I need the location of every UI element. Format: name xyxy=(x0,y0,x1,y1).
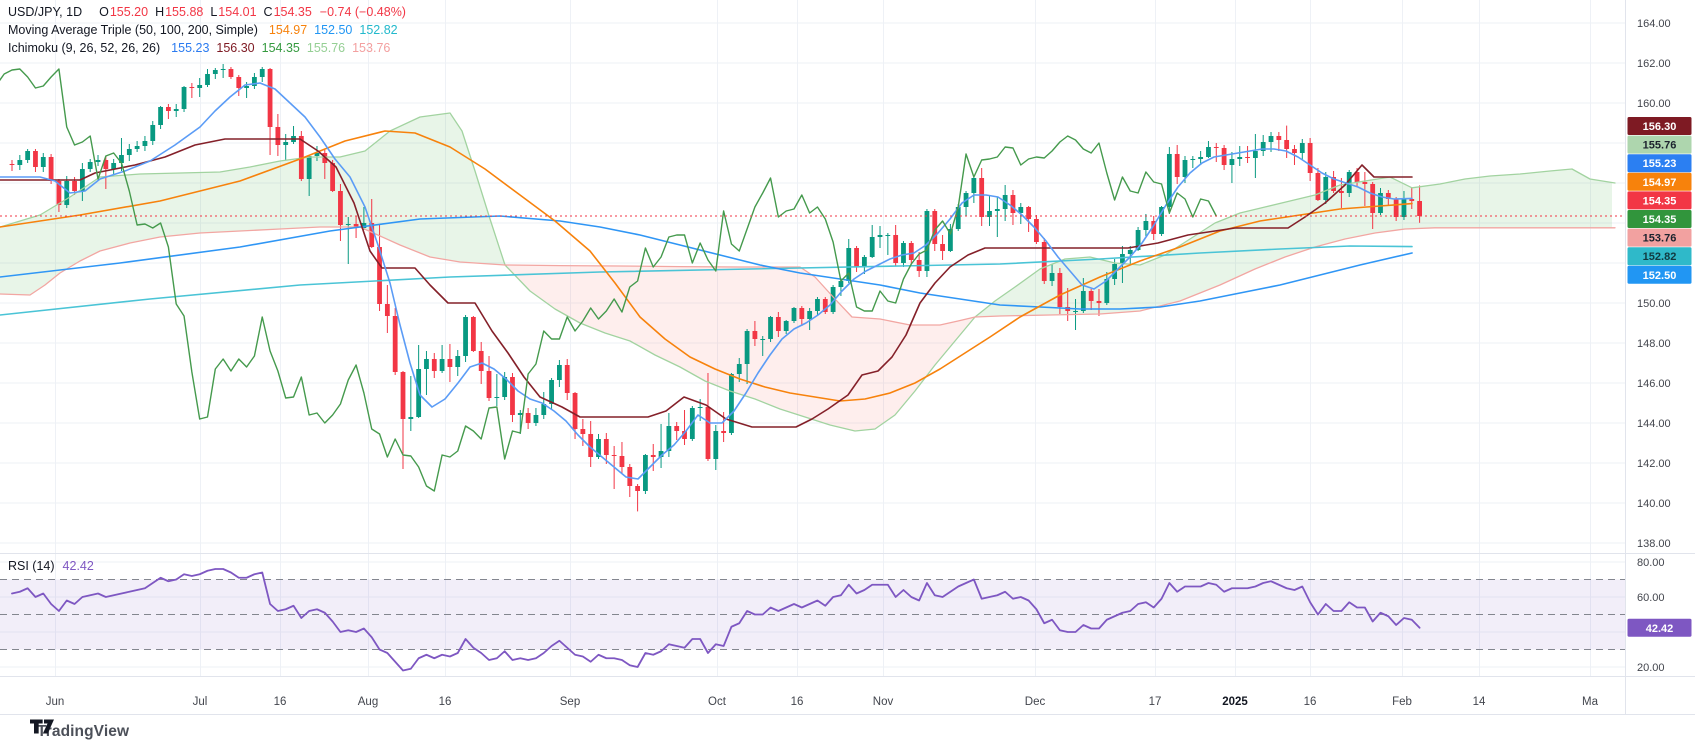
rsi-tick-label: 80.00 xyxy=(1637,557,1665,569)
ichimoku-label[interactable]: Ichimoku (9, 26, 52, 26, 26) xyxy=(8,41,161,55)
high-label: H xyxy=(155,5,165,19)
rsi-line xyxy=(11,568,1421,672)
price-tick-label: 144.00 xyxy=(1637,418,1671,430)
price-tick-label: 148.00 xyxy=(1637,338,1671,350)
price-badge-text: 155.76 xyxy=(1643,140,1677,152)
rsi-badge-text: 42.42 xyxy=(1646,623,1674,635)
rsi-value: 42.42 xyxy=(62,559,94,573)
ichimoku-lagging-value: 154.35 xyxy=(261,41,300,55)
price-badge-text: 156.30 xyxy=(1643,121,1677,133)
price-tick-label: 140.00 xyxy=(1637,498,1671,510)
price-badge-sma-200: 152.82 xyxy=(1627,247,1692,266)
sma200-value: 152.82 xyxy=(359,23,398,37)
price-tick-label: 146.00 xyxy=(1637,378,1671,390)
price-badge-text: 152.50 xyxy=(1643,270,1677,282)
sma100-value: 152.50 xyxy=(314,23,353,37)
symbol-title[interactable]: USD/JPY, 1D xyxy=(8,5,83,19)
price-badge-sma-100: 152.50 xyxy=(1627,265,1692,284)
price-tick-label: 142.00 xyxy=(1637,458,1671,470)
price-tick-label: 160.00 xyxy=(1637,98,1671,110)
time-tick-label: 2025 xyxy=(1222,696,1248,708)
time-tick-label: Oct xyxy=(708,696,727,708)
close-label: C xyxy=(263,5,273,19)
time-tick-label: Nov xyxy=(873,696,894,708)
price-badge-ichimoku-lead-a: 155.76 xyxy=(1627,135,1692,154)
ichimoku-lead-a-value: 155.76 xyxy=(306,41,346,55)
price-scale[interactable]: 164.00 162.00 160.00 150.00 148.00 146.00 144.… xyxy=(1627,18,1692,674)
price-badge-text: 152.82 xyxy=(1643,251,1677,263)
low-label: L xyxy=(210,5,218,19)
time-tick-label: 16 xyxy=(791,696,804,708)
price-badge-text: 155.23 xyxy=(1643,158,1677,170)
price-badge-last-price: 154.35 xyxy=(1627,191,1692,210)
high-value: 155.88 xyxy=(165,5,204,19)
ichimoku-lead-b-value: 153.76 xyxy=(352,41,391,55)
indicator-legend: USD/JPY, 1D O155.20 H155.88 L154.01 C154.35−… xyxy=(8,3,406,57)
ichimoku-base-value: 156.30 xyxy=(216,41,255,55)
time-tick-label: 16 xyxy=(274,696,287,708)
price-badge-text: 154.97 xyxy=(1643,177,1677,189)
time-tick-label: Sep xyxy=(560,696,580,708)
rsi-pane xyxy=(0,568,1625,672)
time-tick-label: 16 xyxy=(439,696,452,708)
price-tick-label: 138.00 xyxy=(1637,538,1671,550)
price-badge-text: 153.76 xyxy=(1643,233,1677,245)
footer-bar: TradingView xyxy=(30,719,129,745)
ichimoku-senkou-b-line xyxy=(0,226,1616,326)
rsi-tick-label: 60.00 xyxy=(1637,592,1665,604)
price-tick-label: 162.00 xyxy=(1637,58,1671,70)
price-tick-label: 150.00 xyxy=(1637,298,1671,310)
price-badge-ichimoku-base: 156.30 xyxy=(1627,117,1692,135)
rsi-badge: 42.42 xyxy=(1627,618,1692,637)
ma-triple-label[interactable]: Moving Average Triple (50, 100, 200, Sim… xyxy=(8,23,258,37)
ichimoku-conversion-value: 155.23 xyxy=(171,41,210,55)
open-label: O xyxy=(99,5,109,19)
time-scale[interactable]: Jun Jul 16 Aug 16 Sep Oct 16 Nov Dec 17 2025 16 Feb 14… xyxy=(46,696,1599,708)
time-tick-label: Jun xyxy=(46,696,65,708)
ichimoku-chikou-line xyxy=(0,68,1217,492)
candlestick-series xyxy=(9,64,1422,512)
symbol-legend-row: USD/JPY, 1D O155.20 H155.88 L154.01 C154.35−… xyxy=(8,3,406,21)
time-tick-label: 16 xyxy=(1304,696,1317,708)
price-tick-label: 164.00 xyxy=(1637,18,1671,30)
price-badge-text: 154.35 xyxy=(1643,214,1677,226)
time-tick-label: 17 xyxy=(1149,696,1162,708)
tradingview-brand[interactable]: TradingView xyxy=(37,723,130,740)
rsi-label[interactable]: RSI (14) xyxy=(8,559,55,573)
ma-triple-legend-row: Moving Average Triple (50, 100, 200, Sim… xyxy=(8,21,406,39)
ichimoku-tenkan-line xyxy=(0,82,1413,480)
price-badge-ichimoku-lead-b: 153.76 xyxy=(1627,228,1692,247)
price-badge-ichimoku-conversion: 155.23 xyxy=(1627,154,1692,173)
price-badge-ichimoku-lagging: 154.35 xyxy=(1627,210,1692,228)
ichimoku-legend-row: Ichimoku (9, 26, 52, 26, 26) 155.23 156.30… xyxy=(8,39,406,57)
price-badge-text: 154.35 xyxy=(1643,195,1677,207)
time-tick-label: Ma xyxy=(1582,696,1599,708)
open-value: 155.20 xyxy=(109,5,149,19)
price-badge-sma-50: 154.97 xyxy=(1627,172,1692,191)
sma-50-line xyxy=(0,130,1413,402)
time-tick-label: Aug xyxy=(358,696,378,708)
close-value: 154.35 xyxy=(273,5,312,19)
overlay-lines xyxy=(0,68,1616,492)
ichimoku-kijun-line xyxy=(0,138,1413,428)
low-value: 154.01 xyxy=(218,5,257,19)
grid-lines xyxy=(0,0,1625,676)
rsi-tick-label: 20.00 xyxy=(1637,662,1665,674)
time-tick-label: Dec xyxy=(1025,696,1046,708)
sma50-value: 154.97 xyxy=(268,23,308,37)
time-tick-label: 14 xyxy=(1473,696,1486,708)
time-tick-label: Jul xyxy=(193,696,208,708)
change-value: −0.74 (−0.48%) xyxy=(319,5,406,19)
sma-200-line xyxy=(0,245,1413,316)
rsi-legend-row: RSI (14) 42.42 xyxy=(8,558,94,575)
time-tick-label: Feb xyxy=(1392,696,1412,708)
sma-100-line xyxy=(0,215,1413,310)
ichimoku-cloud xyxy=(0,113,1612,431)
